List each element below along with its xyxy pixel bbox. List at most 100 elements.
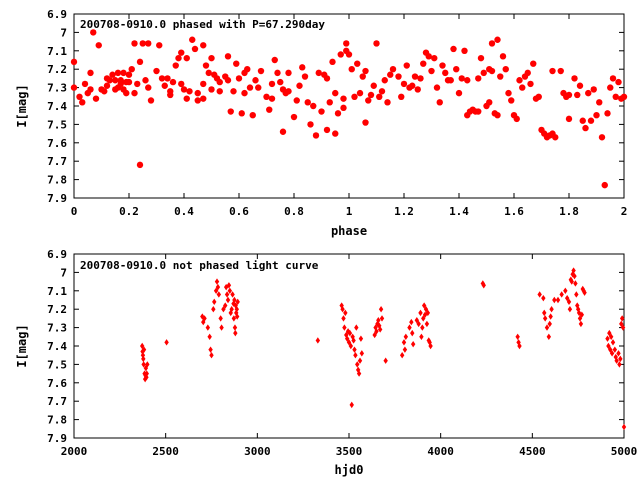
phased-data-point (535, 93, 542, 101)
phased-y-tick-label: 6.9 (47, 8, 67, 21)
unphased-data-point (349, 401, 354, 409)
phased-data-point (486, 99, 493, 106)
unphased-data-point (614, 357, 619, 364)
phased-data-point (90, 29, 97, 36)
unphased-data-point (357, 357, 363, 364)
unphased-data-point (231, 315, 237, 322)
unphased-data-point (579, 311, 585, 318)
unphased-data-point (207, 333, 212, 340)
phased-y-tick-label: 7.5 (47, 118, 67, 131)
phased-data-point (458, 75, 465, 82)
phased-data-point (208, 86, 215, 93)
phased-data-point (502, 66, 509, 73)
phased-data-point (285, 88, 292, 95)
unphased-data-point (355, 361, 360, 368)
unphased-data-point (409, 318, 414, 326)
phased-data-point (450, 45, 457, 53)
phased-data-point (290, 113, 298, 121)
phased-data-point (318, 108, 325, 115)
phased-y-tick-label: 7 (60, 26, 67, 39)
unphased-data-point (547, 320, 552, 328)
phased-data-point (70, 84, 78, 91)
phased-data-point (356, 89, 364, 97)
unphased-data-point (420, 324, 425, 331)
phased-data-point (169, 78, 177, 86)
phased-data-point (582, 124, 589, 132)
unphased-data-point (578, 320, 584, 328)
phased-data-point (480, 69, 487, 77)
unphased-data-point (224, 291, 230, 298)
unphased-data-point (376, 317, 381, 324)
phased-data-point (70, 58, 78, 66)
phased-data-point (513, 115, 520, 123)
unphased-data-point (515, 333, 520, 340)
unphased-data-point (401, 339, 407, 346)
unphased-data-point (230, 291, 235, 298)
phased-data-point (442, 69, 449, 77)
phased-data-point (120, 69, 127, 77)
phased-data-point (87, 86, 94, 93)
phased-data-point (183, 95, 190, 102)
unphased-y-tick-label: 7.4 (47, 340, 67, 353)
phased-data-point (436, 99, 443, 106)
phased-data-point (180, 86, 188, 93)
phased-data-point (527, 80, 534, 88)
phased-x-ticks: 0 0.2 0.4 0.6 0.8 1 1.2 1.4 1.6 1.8 2 (71, 14, 627, 218)
phased-data-point (158, 75, 166, 82)
phased-y-tick-label: 7.1 (47, 45, 67, 58)
unphased-data-point (548, 313, 553, 320)
phased-data-point (131, 40, 138, 47)
phased-data-point (601, 181, 608, 189)
phased-data-point (224, 77, 232, 84)
phased-data-point (475, 108, 482, 115)
phased-data-point (447, 77, 454, 84)
unphased-data-point (546, 333, 552, 340)
phased-data-point (202, 62, 210, 69)
phased-data-point (268, 95, 276, 102)
phased-data-point (194, 89, 201, 97)
phased-data-point (145, 84, 152, 91)
unphased-data-point (481, 282, 486, 289)
unphased-data-point (616, 350, 621, 357)
phased-data-point (362, 119, 369, 126)
unphased-data-point (233, 329, 238, 337)
phased-data-point (224, 53, 232, 60)
unphased-y-tick-label: 7.1 (47, 285, 67, 298)
unphased-data-point (228, 309, 233, 317)
unphased-data-point (407, 324, 412, 331)
phased-data-point (109, 71, 116, 78)
phased-data-point (411, 73, 419, 80)
unphased-data-point (226, 282, 232, 289)
phased-data-point (381, 77, 388, 84)
unphased-data-point (347, 329, 353, 337)
unphased-data-point (428, 342, 433, 350)
unphased-data-point (621, 423, 627, 431)
unphased-data-point (383, 357, 388, 364)
phased-data-point (200, 95, 207, 102)
phased-data-point (125, 71, 133, 78)
phased-data-point (246, 84, 254, 91)
unphased-y-tick-label: 7.2 (47, 303, 67, 316)
phased-x-tick-label: 0 (71, 205, 78, 218)
phased-data-point (417, 75, 424, 82)
phased-data-point (178, 80, 185, 88)
unphased-y-tick-label: 7.5 (47, 358, 67, 371)
unphased-data-point (358, 335, 364, 342)
phased-data-point (420, 60, 427, 67)
phased-data-point (164, 75, 171, 82)
unphased-data-point (608, 333, 614, 340)
phased-data-point (516, 77, 523, 84)
unphased-data-point (212, 298, 217, 306)
phased-data-point (565, 91, 573, 99)
phased-data-point (425, 53, 432, 60)
phased-data-point (200, 42, 207, 49)
phased-data-point (81, 80, 89, 88)
unphased-data-point (399, 352, 405, 359)
phased-data-point (307, 121, 314, 128)
phased-data-point (332, 89, 339, 97)
unphased-data-point (164, 339, 169, 346)
phased-data-point (609, 75, 617, 82)
phased-data-point (189, 36, 196, 43)
phased-data-point (340, 104, 347, 112)
unphased-data-point (582, 289, 587, 296)
